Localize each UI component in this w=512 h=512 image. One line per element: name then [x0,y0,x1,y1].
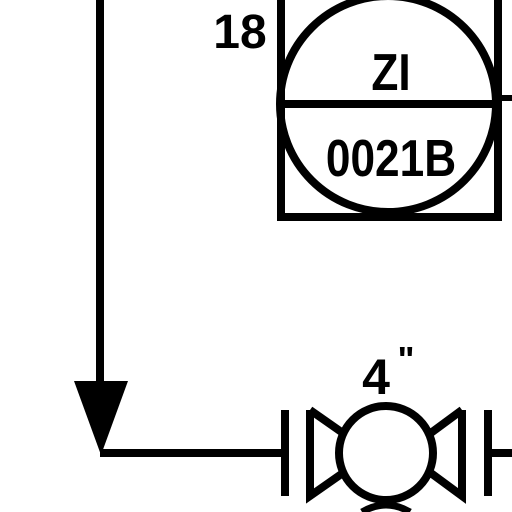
valve-size-label: 4 [362,349,390,405]
instrument-bubble-icon[interactable] [276,0,512,221]
flow-arrow-down-icon [74,381,128,455]
ball-valve-icon[interactable] [281,402,492,512]
instrument-number: 18 [213,6,266,59]
instrument-function-code: ZI [371,44,410,102]
instrument-tag: 0021B [326,130,456,188]
valve-size-unit: " [397,339,414,380]
